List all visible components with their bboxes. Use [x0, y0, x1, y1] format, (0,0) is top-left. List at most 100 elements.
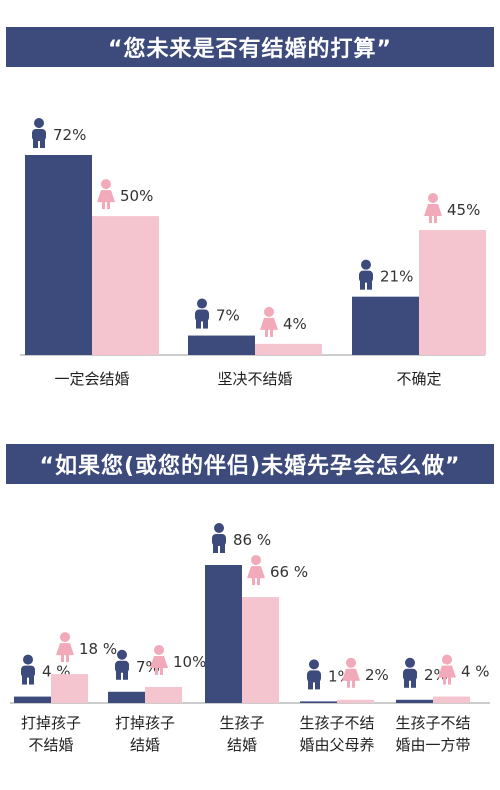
female-dress	[438, 665, 456, 678]
female-figure-icon	[438, 654, 456, 685]
category-label: 不确定	[396, 370, 441, 388]
female-figure-icon	[97, 179, 115, 210]
female-dress	[247, 566, 265, 579]
female-head	[428, 193, 438, 203]
category-label: 婚由父母养	[299, 736, 374, 754]
female-figure-icon	[260, 306, 278, 337]
male-head	[34, 118, 44, 128]
female-value-label: 45%	[447, 201, 480, 219]
male-value-label: 86 %	[233, 531, 271, 549]
male-head	[361, 259, 371, 270]
female-head	[264, 306, 274, 317]
female-dress	[150, 655, 168, 668]
female-figure-icon	[56, 632, 74, 663]
male-leg-left	[22, 675, 27, 685]
male-leg-left	[33, 139, 38, 148]
female-leg-left	[429, 215, 432, 223]
female-leg-right	[448, 676, 451, 685]
female-leg-left	[252, 577, 255, 586]
male-body	[307, 670, 321, 683]
female-head	[101, 179, 111, 190]
female-leg-right	[434, 215, 437, 223]
female-leg-right	[107, 201, 110, 210]
female-value-label: 10%	[173, 653, 206, 671]
female-leg-left	[347, 679, 350, 688]
male-leg-right	[220, 544, 225, 553]
male-leg-right	[29, 675, 34, 685]
female-value-label: 4 %	[461, 663, 490, 681]
male-figure-icon	[307, 659, 321, 690]
category-label: 一定会结婚	[54, 370, 129, 388]
female-dress	[260, 317, 278, 330]
chart2-title: “如果您(或您的伴侣)未婚先孕会怎么做”	[39, 454, 461, 479]
category-label: 打掉孩子	[21, 714, 81, 732]
female-leg-right	[352, 679, 355, 688]
category-label: 生孩子	[219, 714, 264, 732]
male-body	[32, 129, 46, 141]
male-body	[195, 309, 209, 322]
male-head	[23, 654, 33, 665]
male-figure-icon	[359, 259, 373, 290]
male-leg-right	[203, 319, 208, 329]
female-dress	[56, 643, 74, 656]
category-label: 生孩子不结	[395, 714, 470, 732]
male-leg-left	[360, 280, 365, 290]
category-label: 结婚	[130, 736, 160, 754]
female-value-label: 2%	[365, 666, 389, 684]
female-dress	[424, 204, 442, 216]
male-bar	[188, 335, 255, 355]
female-value-label: 4%	[283, 315, 307, 333]
chart2-title-banner: “如果您(或您的伴侣)未婚先孕会怎么做”	[6, 444, 494, 484]
female-dress	[342, 668, 360, 681]
female-leg-right	[257, 577, 260, 586]
category-label: 打掉孩子	[115, 714, 175, 732]
female-figure-icon	[247, 555, 265, 586]
male-value-label: 72%	[53, 126, 86, 144]
female-leg-left	[265, 328, 268, 337]
male-leg-right	[367, 280, 372, 290]
female-bar	[92, 216, 159, 355]
female-leg-left	[155, 666, 158, 675]
male-body	[403, 668, 417, 681]
female-figure-icon	[342, 657, 360, 688]
female-leg-left	[443, 676, 446, 685]
chart1-title: “您未来是否有结婚的打算”	[108, 37, 392, 62]
male-body	[115, 660, 129, 673]
category-label: 不结婚	[28, 736, 73, 754]
male-leg-left	[196, 319, 201, 329]
male-bar	[108, 691, 145, 703]
male-value-label: 7%	[216, 307, 240, 325]
male-leg-left	[116, 670, 121, 680]
category-label: 婚由一方带	[395, 736, 470, 754]
chart1-title-banner: “您未来是否有结婚的打算”	[6, 27, 494, 67]
male-figure-icon	[32, 118, 46, 148]
female-bar	[433, 696, 470, 703]
female-bar	[145, 686, 182, 703]
male-bar	[14, 696, 51, 703]
female-leg-left	[61, 654, 64, 663]
female-bar	[242, 597, 279, 703]
male-head	[405, 657, 415, 668]
female-head	[60, 632, 70, 643]
female-bar	[337, 699, 374, 703]
male-leg-right	[40, 139, 45, 148]
category-label: 结婚	[227, 736, 257, 754]
female-bar	[255, 343, 322, 355]
male-leg-left	[213, 544, 218, 553]
female-head	[251, 555, 261, 566]
female-head	[442, 654, 452, 665]
male-head	[197, 298, 207, 309]
male-figure-icon	[195, 298, 209, 329]
female-leg-right	[270, 328, 273, 337]
male-leg-right	[123, 670, 128, 680]
male-figure-icon	[115, 649, 129, 680]
male-head	[214, 523, 224, 533]
male-bar	[352, 296, 419, 355]
male-body	[359, 270, 373, 283]
male-leg-left	[308, 680, 313, 690]
male-figure-icon	[21, 654, 35, 685]
male-figure-icon	[212, 523, 226, 553]
male-leg-right	[411, 678, 416, 688]
female-figure-icon	[150, 644, 168, 675]
